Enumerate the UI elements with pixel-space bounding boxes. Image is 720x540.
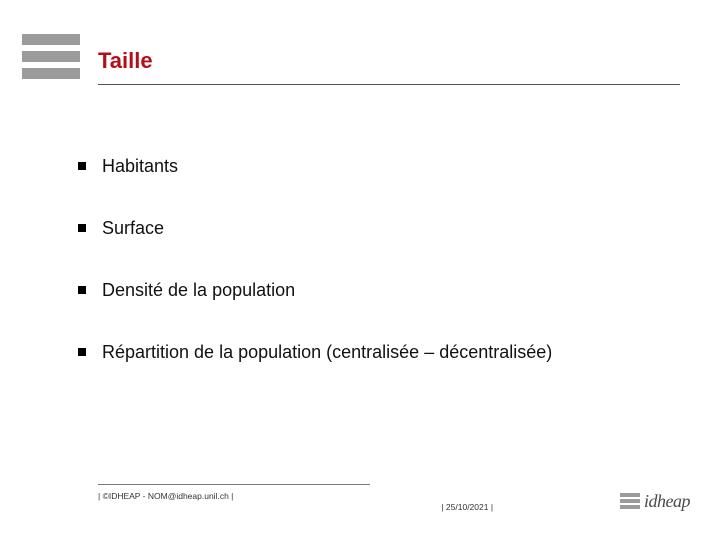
mini-bar <box>620 493 640 497</box>
bullet-marker-icon <box>78 348 86 356</box>
bullet-text: Surface <box>102 210 164 246</box>
footer: | ©IDHEAP - NOM@idheap.unil.ch | | 25/10… <box>98 484 690 512</box>
footer-divider <box>98 484 370 485</box>
bullet-text: Densité de la population <box>102 272 295 308</box>
logo-bar <box>22 34 80 45</box>
footer-row: | ©IDHEAP - NOM@idheap.unil.ch | | 25/10… <box>98 491 690 512</box>
footer-copyright: | ©IDHEAP - NOM@idheap.unil.ch | <box>98 491 233 501</box>
bullet-text: Répartition de la population (centralisé… <box>102 334 552 370</box>
bullet-marker-icon <box>78 286 86 294</box>
mini-bar <box>620 499 640 503</box>
footer-logo: idheap <box>620 491 690 512</box>
bullet-text: Habitants <box>102 148 178 184</box>
bullet-marker-icon <box>78 224 86 232</box>
slide: Taille Habitants Surface Densité de la pop… <box>0 0 720 540</box>
bullet-marker-icon <box>78 162 86 170</box>
mini-bars-icon <box>620 493 640 511</box>
logo-bar <box>22 51 80 62</box>
logo-bars-icon <box>22 34 80 85</box>
logo-bar <box>22 68 80 79</box>
brand-text: idheap <box>644 491 690 512</box>
bullet-item: Habitants <box>78 148 660 184</box>
title-block: Taille <box>98 48 680 85</box>
bullet-item: Densité de la population <box>78 272 660 308</box>
bullet-item: Surface <box>78 210 660 246</box>
bullet-list: Habitants Surface Densité de la population… <box>78 148 660 396</box>
mini-bar <box>620 505 640 509</box>
bullet-item: Répartition de la population (centralisé… <box>78 334 660 370</box>
title-underline <box>98 84 680 85</box>
slide-title: Taille <box>98 48 680 82</box>
footer-date: | 25/10/2021 | <box>441 502 493 512</box>
